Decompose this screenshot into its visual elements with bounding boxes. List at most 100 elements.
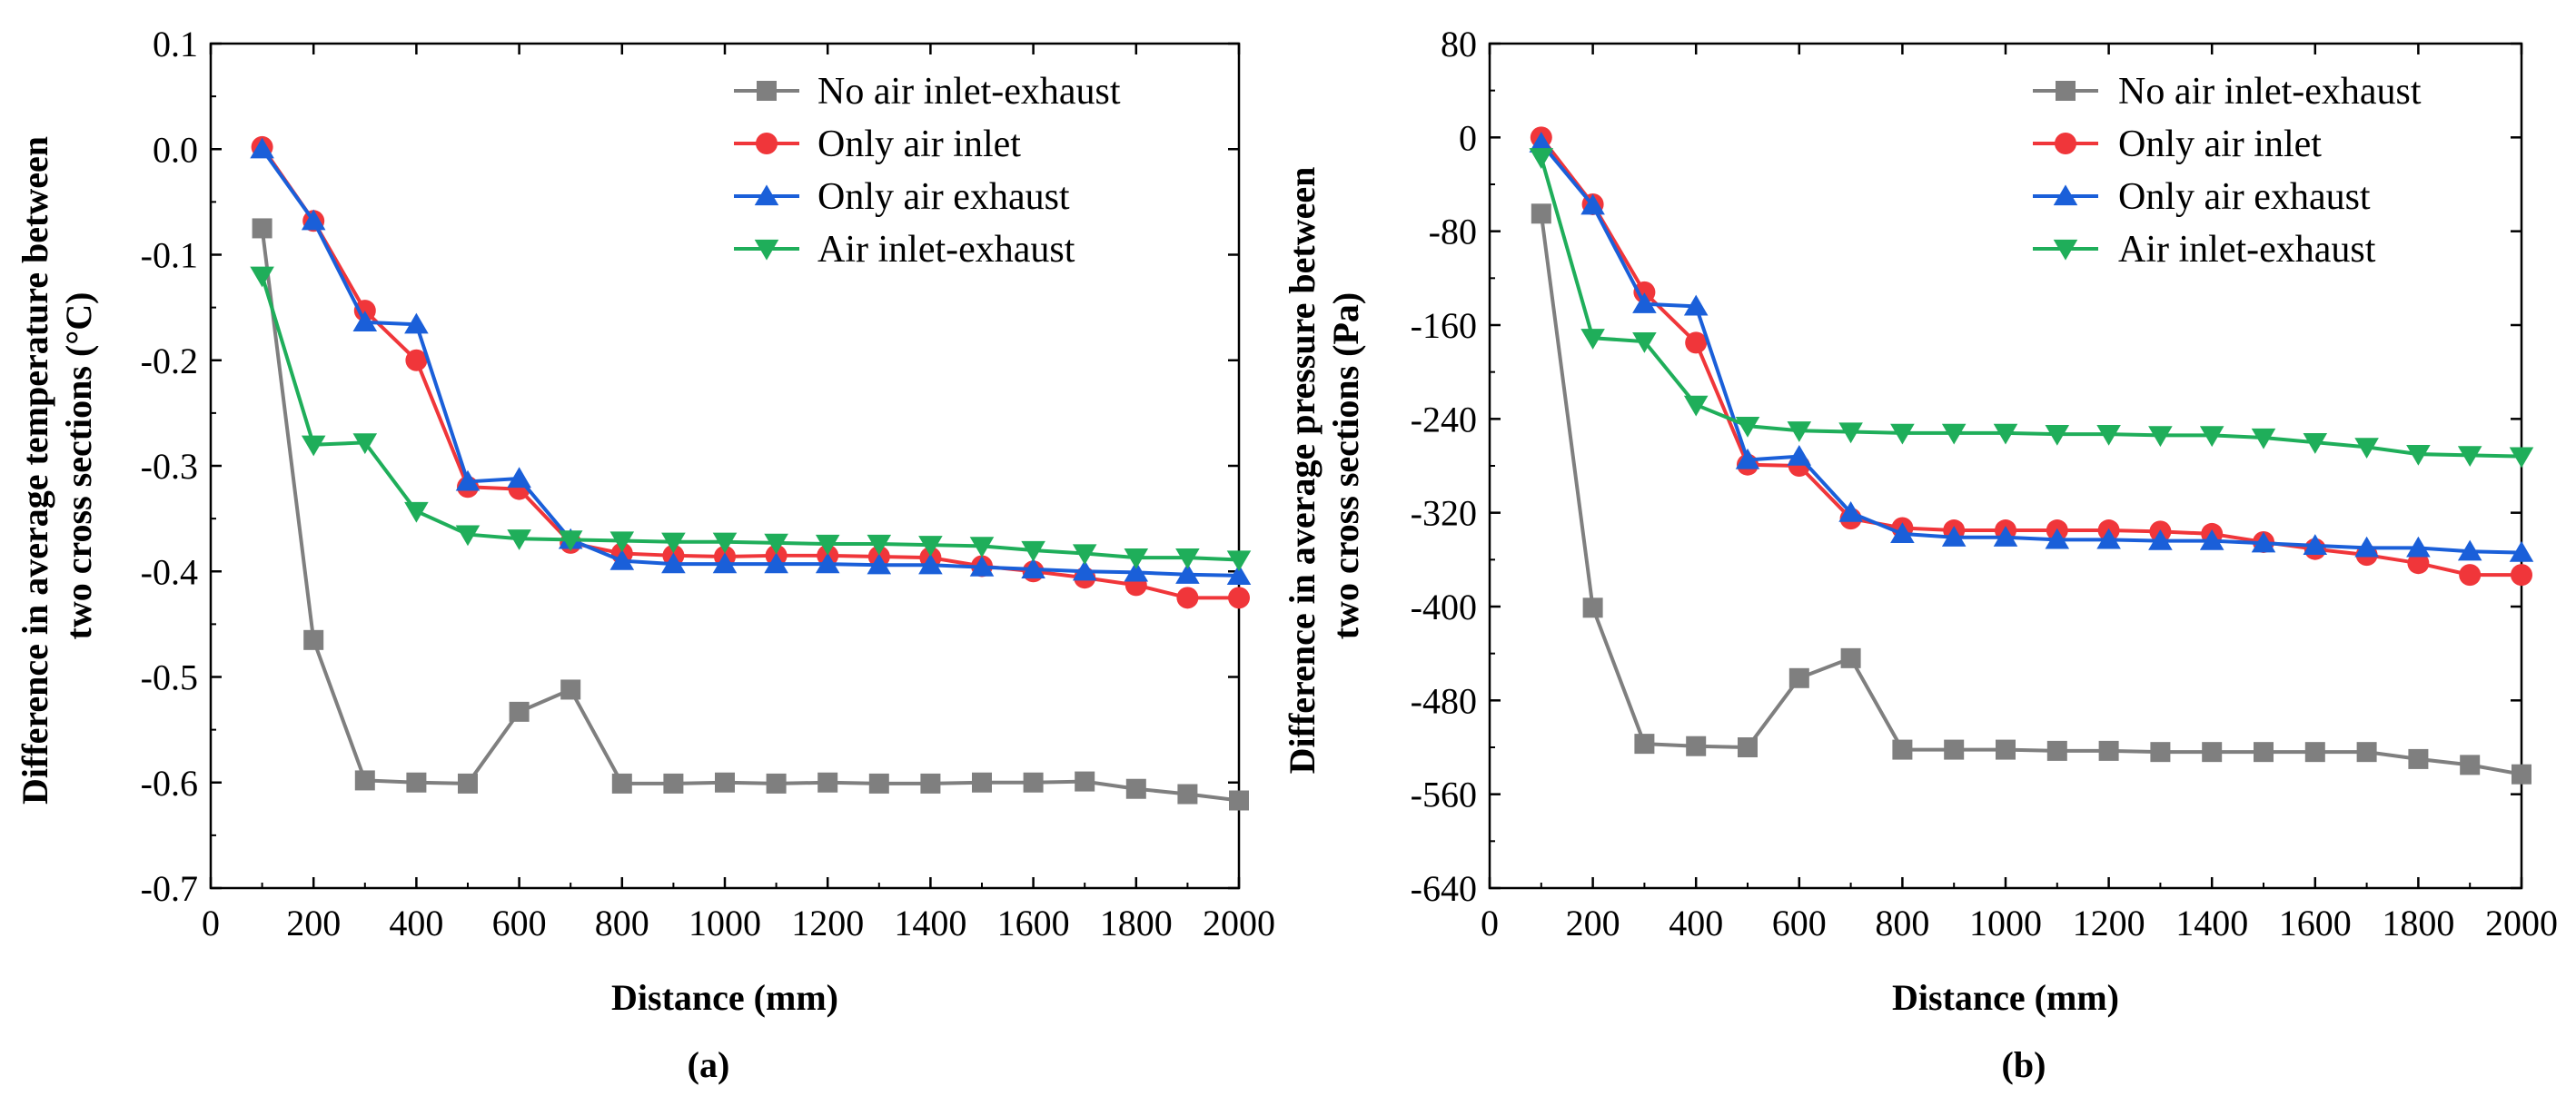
data-point <box>406 772 427 793</box>
data-point <box>2096 528 2121 549</box>
legend-entry: Only air exhaust <box>734 176 1070 218</box>
y-tick-label: -640 <box>1411 868 1477 909</box>
x-tick-label: 400 <box>389 903 443 943</box>
data-point <box>1125 778 1146 799</box>
y-tick-label: -480 <box>1411 680 1477 721</box>
data-point <box>1633 281 1656 303</box>
legend-label: Only air exhaust <box>817 176 1070 218</box>
series-only-air-inlet <box>1530 126 2532 587</box>
legend-marker <box>757 81 777 101</box>
series-only-air-inlet <box>251 135 1250 609</box>
data-point <box>1228 587 1250 609</box>
data-point <box>1632 292 1657 313</box>
series-only-air-exhaust <box>1529 132 2534 562</box>
y-tick-label: -560 <box>1411 775 1477 815</box>
legend-entry: Air inlet-exhaust <box>2033 229 2376 271</box>
x-tick-label: 0 <box>202 903 220 943</box>
data-point <box>1124 560 1149 582</box>
data-point <box>1023 772 1044 793</box>
data-point <box>303 629 324 650</box>
data-point <box>1996 739 2016 760</box>
data-point <box>1021 540 1045 562</box>
data-point <box>609 531 635 553</box>
data-point <box>1890 423 1915 445</box>
data-point <box>2512 764 2531 785</box>
data-point <box>2251 531 2276 553</box>
series-air-inlet-exhaust <box>1529 148 2534 469</box>
data-point <box>1177 784 1198 805</box>
series-line <box>1540 136 2522 578</box>
chart-panel-a: 0.1 0.0 -0.1 -0.2 -0.3 -0.4 -0.5 -0.6 -0.7 0 200 4… <box>15 24 1275 1085</box>
y-tick-label: -0.5 <box>141 657 198 698</box>
y-tick-label: -0.2 <box>141 341 198 381</box>
x-tick-label: 600 <box>492 903 547 943</box>
series-line <box>260 275 1240 562</box>
data-point <box>560 679 581 700</box>
data-point <box>1686 736 1707 756</box>
data-point <box>2303 433 2328 454</box>
data-point <box>1582 597 1603 618</box>
data-point <box>969 555 995 577</box>
data-point <box>2354 438 2379 459</box>
data-point <box>1787 421 1812 442</box>
data-point <box>712 532 738 554</box>
legend-marker <box>2055 133 2076 154</box>
data-point <box>1175 548 1200 569</box>
series-no-air-inlet-exhaust <box>1531 203 2531 785</box>
data-point <box>661 532 686 554</box>
data-point <box>815 552 840 574</box>
data-point <box>252 218 272 239</box>
data-point <box>1683 294 1709 316</box>
data-point <box>1580 329 1605 350</box>
data-point <box>2251 428 2276 449</box>
x-tick-label: 600 <box>1772 903 1827 943</box>
series-line <box>1539 156 2522 459</box>
data-point <box>2045 425 2070 446</box>
data-point <box>2356 742 2377 763</box>
data-point <box>2408 748 2429 769</box>
data-point <box>1838 501 1863 522</box>
data-point <box>663 773 684 794</box>
x-axis-title-b: Distance (mm) <box>1892 977 2119 1018</box>
data-point <box>764 533 788 555</box>
data-point <box>2459 564 2482 587</box>
data-point <box>455 469 481 491</box>
legend-marker <box>2053 239 2078 261</box>
data-point <box>2096 425 2121 446</box>
data-point <box>972 772 992 793</box>
legend-entry: Only air inlet <box>734 123 1021 165</box>
data-point <box>1738 737 1758 757</box>
x-tick-label: 1000 <box>1969 903 2042 943</box>
data-point <box>353 300 376 322</box>
y-tick-label: -0.7 <box>141 868 198 909</box>
y-tick-label: -0.3 <box>141 446 198 487</box>
x-tick-label: 1600 <box>2279 903 2352 943</box>
data-point <box>815 534 840 556</box>
data-point <box>558 530 583 552</box>
data-point <box>867 534 892 556</box>
legend-entry: No air inlet-exhaust <box>734 71 1121 113</box>
y-axis-title-b: Difference in average pressure between t… <box>1282 158 1366 775</box>
series-line <box>260 228 1240 803</box>
data-point <box>661 552 686 574</box>
data-point <box>509 701 530 722</box>
data-point <box>2254 742 2274 763</box>
data-point <box>1072 544 1097 566</box>
data-point <box>2098 740 2119 761</box>
data-point <box>1226 550 1252 572</box>
data-point <box>2511 564 2532 587</box>
y-tick-label: -400 <box>1411 587 1477 627</box>
series-only-air-exhaust <box>250 137 1252 586</box>
data-point <box>1788 667 1809 688</box>
data-point <box>250 266 274 288</box>
data-point <box>2406 444 2431 466</box>
legend-entry: Only air inlet <box>2033 123 2322 165</box>
data-point <box>1840 647 1861 668</box>
x-tick-label: 1800 <box>1100 903 1173 943</box>
data-point <box>2148 426 2173 448</box>
data-point <box>404 501 429 523</box>
chart-panel-b: 800-80-160-240-320-400-480-560-640 0 200 4… <box>1282 24 2558 1085</box>
data-point <box>918 553 943 575</box>
data-point <box>507 529 531 550</box>
